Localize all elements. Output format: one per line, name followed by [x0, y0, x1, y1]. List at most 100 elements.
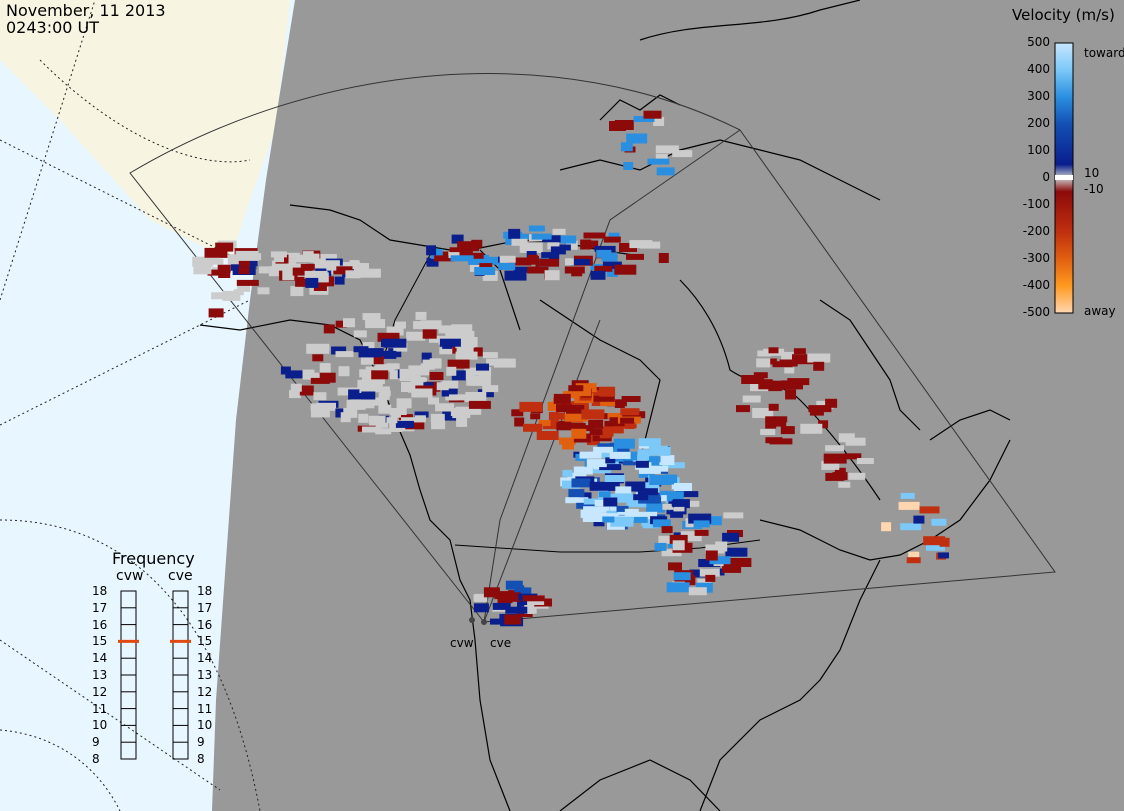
velocity-tick: 200 — [1027, 116, 1050, 130]
velocity-cell — [455, 351, 478, 360]
velocity-cell — [553, 393, 571, 404]
frequency-tick-left: 17 — [92, 600, 108, 615]
velocity-cell — [465, 392, 487, 402]
velocity-cell — [365, 319, 386, 329]
velocity-cell — [313, 285, 327, 291]
velocity-cell — [539, 258, 560, 267]
velocity-cell — [257, 287, 270, 295]
velocity-cell — [236, 279, 259, 286]
velocity-cell — [768, 383, 782, 392]
velocity-cell — [398, 414, 413, 421]
frequency-tick-right: 8 — [197, 752, 205, 766]
velocity-cell — [571, 428, 587, 439]
velocity-cell — [825, 398, 838, 408]
velocity-cell — [457, 337, 478, 347]
velocity-cell — [441, 387, 458, 397]
time-label: 0243:00 UT — [6, 18, 100, 37]
velocity-cell — [389, 423, 403, 432]
velocity-cell — [414, 415, 426, 423]
velocity-cell — [550, 246, 566, 255]
velocity-cell — [620, 142, 633, 152]
velocity-cell — [522, 595, 545, 602]
velocity-cell — [438, 325, 458, 334]
velocity-cell — [290, 286, 304, 297]
velocity-cell — [420, 320, 442, 330]
velocity-cell — [598, 491, 611, 498]
frequency-tick-left: 18 — [92, 584, 108, 598]
velocity-cell — [658, 253, 669, 263]
velocity-cell — [319, 372, 336, 383]
velocity-cell — [513, 266, 528, 273]
velocity-cell — [699, 568, 720, 577]
velocity-cell — [647, 158, 670, 165]
frequency-tick-right: 15 — [197, 634, 213, 649]
velocity-cell — [560, 235, 577, 244]
velocity-cell — [280, 366, 291, 375]
velocity-cell — [768, 347, 779, 354]
velocity-cell — [345, 270, 361, 279]
velocity-cell — [450, 410, 465, 416]
velocity-cell — [456, 416, 468, 427]
velocity-tick: -300 — [1022, 251, 1050, 265]
site-marker-cvw — [469, 617, 475, 623]
velocity-cell — [375, 428, 392, 435]
velocity-cell — [641, 519, 659, 527]
velocity-cell — [625, 481, 646, 492]
velocity-cell — [466, 377, 483, 386]
velocity-cell — [208, 308, 224, 318]
velocity-cell — [439, 347, 453, 355]
velocity-cell — [900, 492, 915, 499]
velocity-cell — [579, 492, 592, 501]
velocity-cell — [523, 423, 542, 432]
velocity-cell — [659, 490, 671, 497]
velocity-cell — [813, 361, 825, 371]
velocity-cell — [457, 241, 480, 252]
frequency-tick-left: 14 — [92, 651, 108, 666]
frequency-tick-right: 14 — [197, 651, 213, 666]
velocity-cell — [588, 419, 604, 429]
velocity-cell — [633, 494, 649, 501]
velocity-cell — [590, 270, 606, 280]
velocity-cell — [365, 366, 382, 373]
velocity-cell — [564, 413, 588, 422]
velocity-cell — [313, 392, 327, 401]
velocity-cell — [580, 239, 592, 250]
velocity-scale-title: Velocity (m/s) — [1012, 6, 1115, 24]
velocity-cell — [659, 455, 675, 466]
velocity-cell — [594, 500, 612, 506]
velocity-cell — [668, 562, 682, 571]
velocity-cell — [562, 469, 573, 477]
velocity-cell — [613, 438, 635, 449]
velocity-cell — [603, 497, 618, 507]
velocity-cell — [792, 354, 813, 365]
site-label-cvw: cvw — [450, 636, 474, 650]
velocity-cell — [675, 491, 699, 498]
velocity-cell — [360, 356, 374, 365]
velocity-cell — [353, 330, 367, 338]
frequency-tick-left: 13 — [92, 668, 108, 682]
velocity-label-pos10: 10 — [1084, 166, 1100, 180]
velocity-cell — [436, 382, 449, 391]
velocity-cell — [808, 405, 832, 413]
velocity-cell — [568, 489, 585, 498]
velocity-cell — [594, 265, 613, 272]
velocity-cell — [552, 228, 566, 235]
velocity-cell — [459, 330, 475, 340]
velocity-cell — [508, 228, 521, 239]
velocity-label-toward: toward — [1084, 46, 1124, 60]
velocity-tick: 500 — [1027, 35, 1050, 49]
velocity-cell — [524, 605, 535, 614]
velocity-cell — [580, 509, 603, 518]
velocity-cell — [548, 420, 572, 427]
velocity-cell — [633, 516, 648, 523]
date-label: November, 11 2013 — [6, 1, 166, 20]
velocity-cell — [377, 332, 400, 342]
velocity-cell — [446, 366, 457, 376]
velocity-cell — [602, 261, 622, 270]
velocity-cell — [395, 321, 406, 329]
velocity-cell — [614, 492, 633, 502]
velocity-cell — [333, 266, 353, 275]
velocity-cell — [306, 272, 329, 283]
velocity-cell — [211, 251, 225, 258]
